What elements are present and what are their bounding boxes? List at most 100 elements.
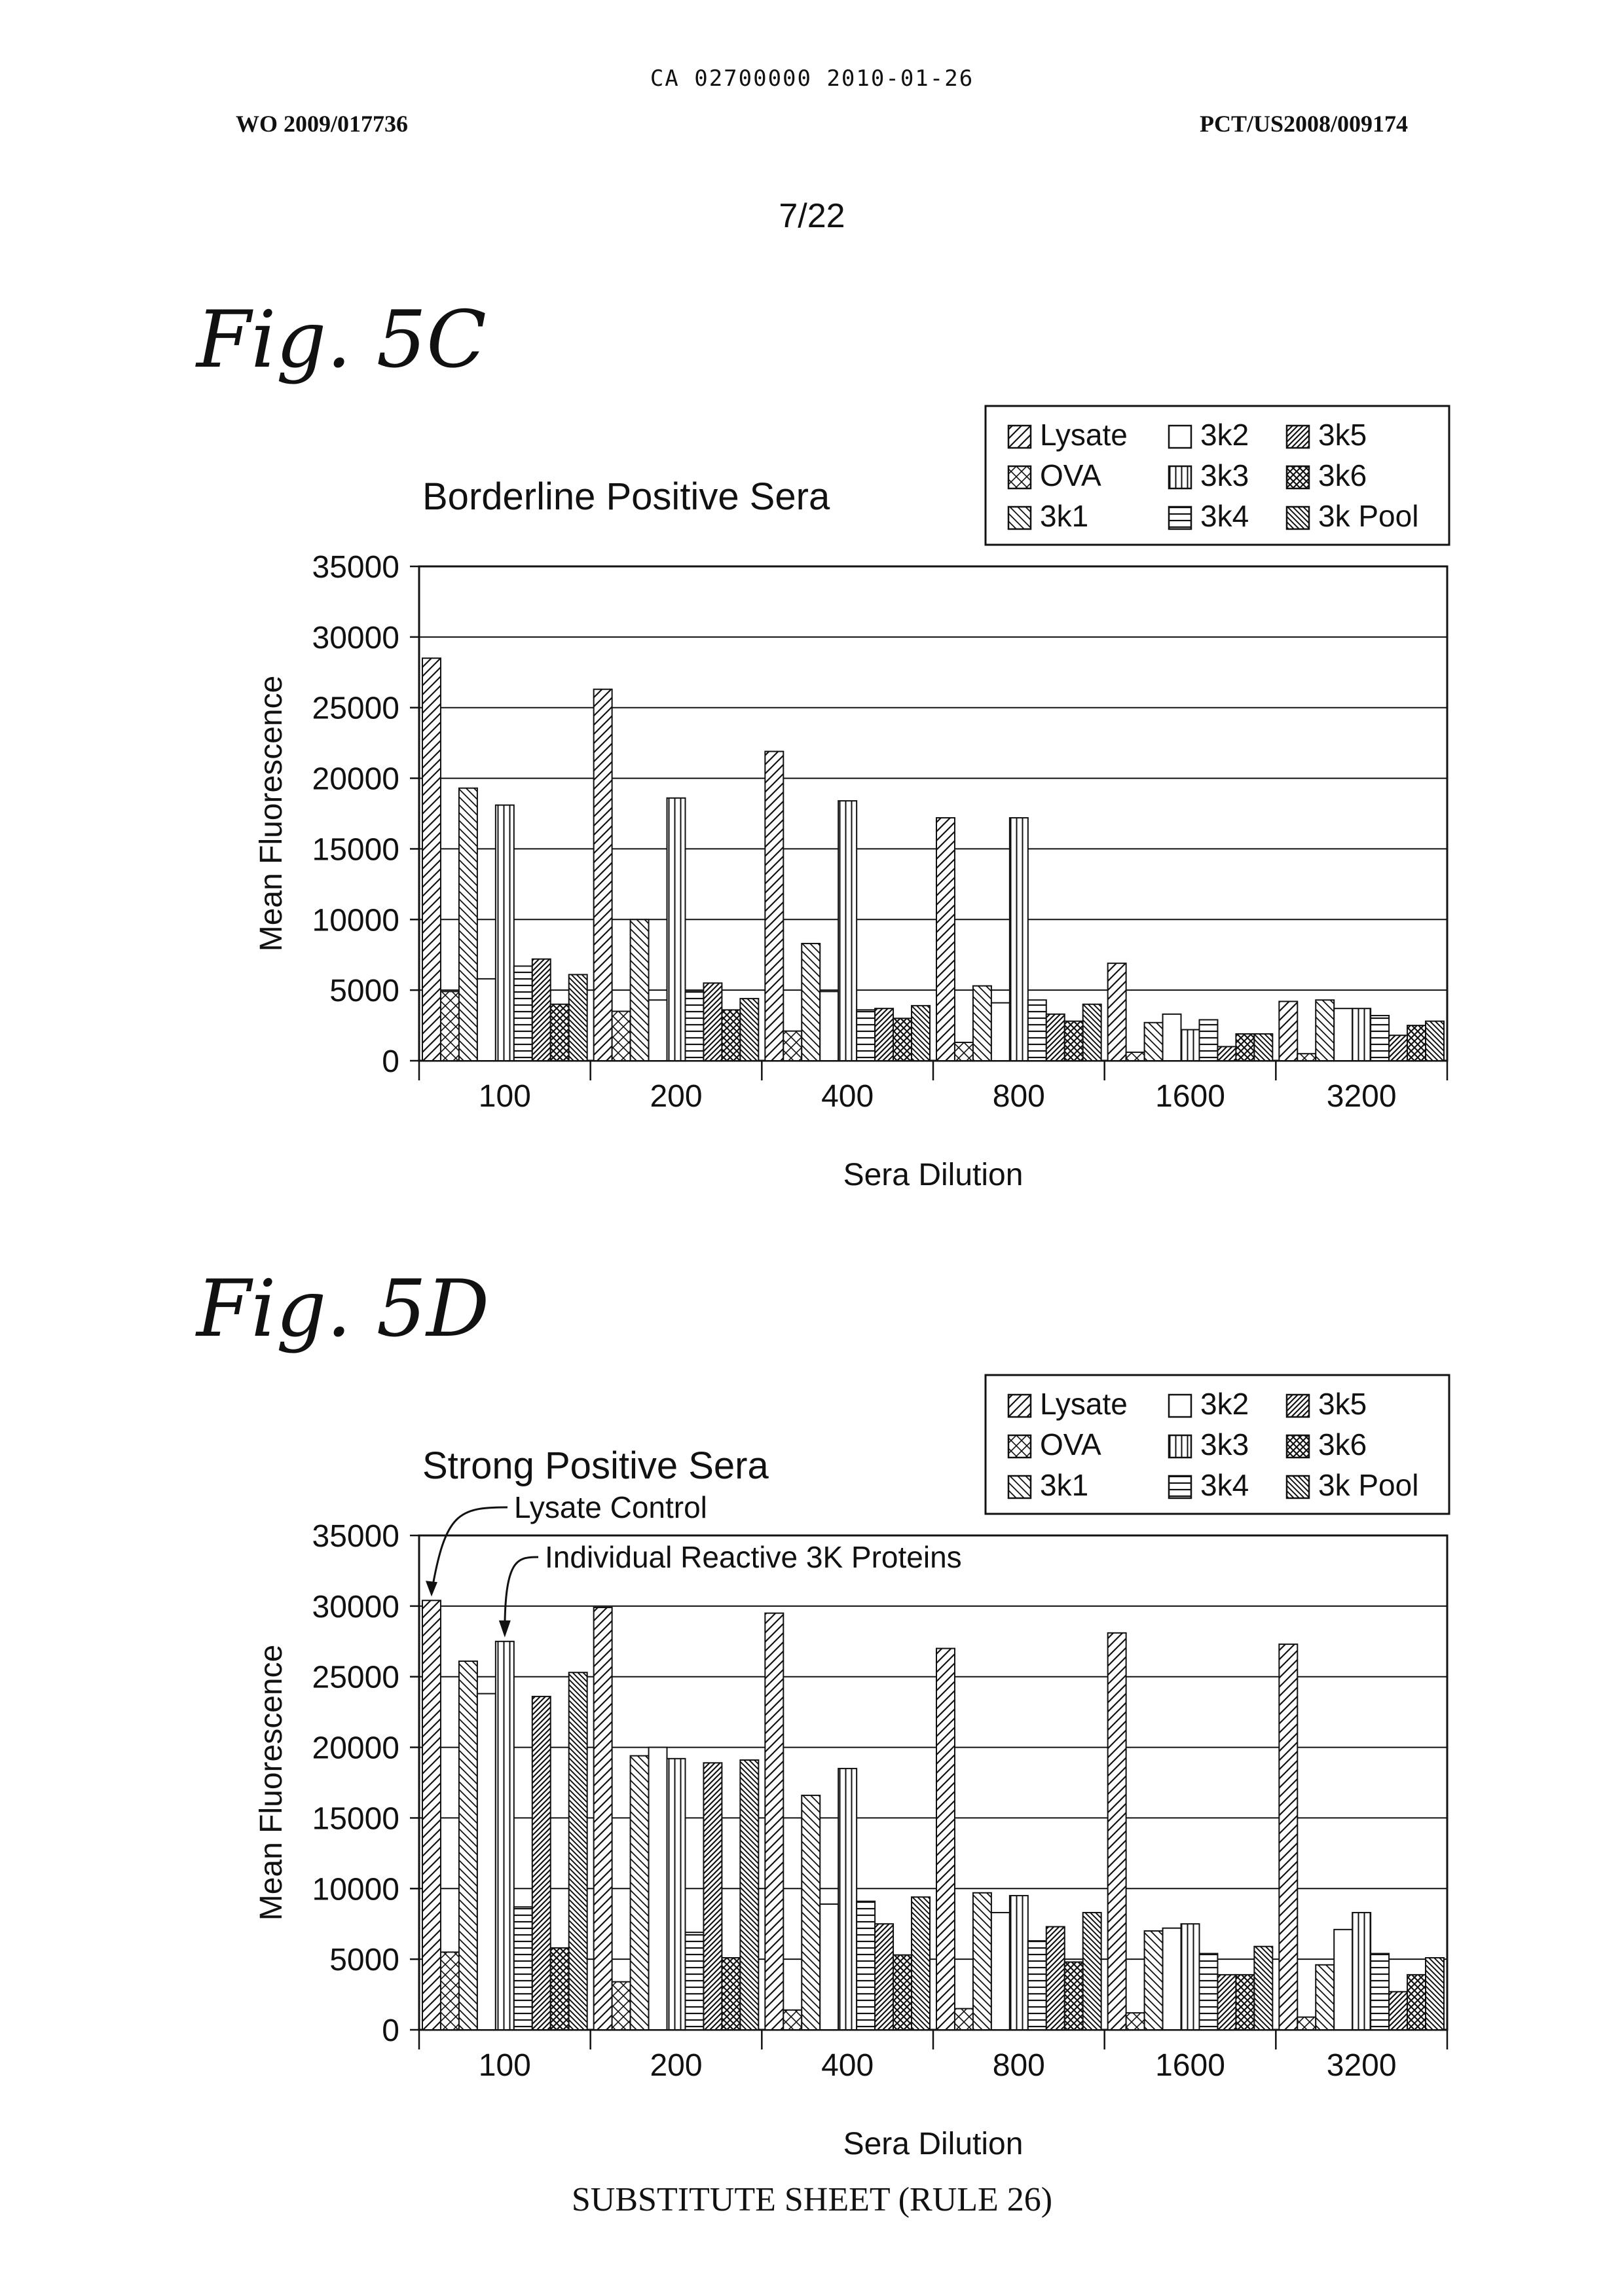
bar-3k6-3200 <box>1407 1975 1426 2030</box>
bar-lysate-800 <box>936 1649 955 2030</box>
bar-3k1-400 <box>802 944 820 1061</box>
legend-label-lysate: Lysate <box>1040 1387 1128 1421</box>
bar-lysate-1600 <box>1108 963 1126 1061</box>
pct-application-number: PCT/US2008/009174 <box>1200 110 1408 138</box>
bar-3k6-1600 <box>1236 1034 1254 1061</box>
bar-3k-pool-200 <box>740 999 758 1061</box>
chart-title: Strong Positive Sera <box>422 1444 769 1487</box>
bar-3k2-800 <box>991 1913 1010 2030</box>
y-tick-label-0: 0 <box>382 1044 399 1079</box>
y-tick-label-35000: 35000 <box>312 1519 399 1554</box>
bar-3k1-3200 <box>1316 1965 1334 2030</box>
bar-3k1-800 <box>973 1893 991 2030</box>
bar-3k4-3200 <box>1371 1954 1389 2030</box>
lysate-control-arrowhead <box>426 1581 437 1596</box>
bar-3k3-1600 <box>1181 1924 1200 2030</box>
bar-3k3-100 <box>496 805 514 1061</box>
legend-label-ova: OVA <box>1040 458 1101 492</box>
y-axis-label: Mean Fluorescence <box>254 676 289 952</box>
legend-swatch-3k1 <box>1008 1476 1031 1498</box>
bar-3k3-3200 <box>1352 1913 1371 2030</box>
bar-3k-pool-100 <box>569 1672 587 2030</box>
bar-3k-pool-800 <box>1083 1004 1101 1061</box>
bar-ova-200 <box>612 1982 631 2030</box>
legend-swatch-3k6 <box>1287 466 1309 488</box>
bar-3k2-400 <box>820 991 838 1061</box>
bar-3k1-100 <box>459 788 477 1061</box>
bar-3k1-200 <box>631 919 649 1061</box>
reactive-proteins-arrowhead <box>499 1621 511 1638</box>
figure-label-5c: Fig. 5C <box>196 295 487 386</box>
bar-3k5-1600 <box>1217 1975 1236 2030</box>
legend-swatch-lysate <box>1008 426 1031 448</box>
bar-3k4-100 <box>514 966 532 1061</box>
x-tick-label-800: 800 <box>993 1079 1045 1114</box>
bar-3k1-100 <box>459 1661 477 2030</box>
y-tick-label-5000: 5000 <box>329 974 399 1008</box>
y-tick-label-5000: 5000 <box>329 1943 399 1977</box>
bar-lysate-800 <box>936 818 955 1061</box>
bar-3k-pool-3200 <box>1426 1958 1444 2030</box>
x-tick-label-100: 100 <box>479 2048 531 2083</box>
bar-3k1-3200 <box>1316 1000 1334 1061</box>
bar-3k4-800 <box>1028 1000 1046 1061</box>
bar-3k1-800 <box>973 986 991 1061</box>
bar-3k3-400 <box>838 1769 857 2030</box>
legend-swatch-ova <box>1008 1435 1031 1458</box>
bar-lysate-100 <box>422 1600 441 2030</box>
bar-ova-800 <box>955 1042 973 1061</box>
document-id-line: CA 02700000 2010-01-26 <box>0 65 1624 92</box>
bar-3k2-200 <box>649 1748 667 2030</box>
bar-3k1-400 <box>802 1795 820 2030</box>
bar-lysate-200 <box>594 689 612 1061</box>
x-axis-label: Sera Dilution <box>843 2127 1024 2161</box>
bar-3k3-200 <box>667 798 686 1061</box>
bar-3k5-200 <box>703 983 722 1061</box>
bar-3k4-200 <box>685 1932 703 2030</box>
legend-swatch-3k3 <box>1169 466 1191 488</box>
bar-3k6-200 <box>722 1010 740 1061</box>
bar-3k5-100 <box>532 959 551 1061</box>
bar-3k-pool-100 <box>569 974 587 1061</box>
bar-ova-100 <box>441 991 459 1061</box>
legend-swatch-ova <box>1008 466 1031 488</box>
bar-ova-400 <box>783 1031 802 1061</box>
x-tick-label-1600: 1600 <box>1155 1079 1225 1114</box>
bar-3k2-800 <box>991 1003 1010 1061</box>
bar-3k5-3200 <box>1389 1992 1407 2030</box>
legend-swatch-3k1 <box>1008 507 1031 529</box>
y-tick-label-10000: 10000 <box>312 903 399 938</box>
wo-publication-number: WO 2009/017736 <box>236 110 408 138</box>
bar-3k3-100 <box>496 1642 514 2030</box>
y-tick-label-25000: 25000 <box>312 1661 399 1695</box>
bar-3k5-200 <box>703 1763 722 2030</box>
bar-3k3-800 <box>1010 818 1028 1061</box>
bar-3k5-3200 <box>1389 1035 1407 1061</box>
bar-3k5-400 <box>875 1924 893 2030</box>
bar-3k4-3200 <box>1371 1016 1389 1061</box>
legend-swatch-3k4 <box>1169 507 1191 529</box>
legend-label-lysate: Lysate <box>1040 418 1128 452</box>
legend-label-3k5: 3k5 <box>1318 1387 1367 1421</box>
y-tick-label-30000: 30000 <box>312 1590 399 1625</box>
bar-3k5-800 <box>1046 1014 1065 1061</box>
footer-substitute-sheet: SUBSTITUTE SHEET (RULE 26) <box>0 2180 1624 2219</box>
bar-3k6-400 <box>893 1955 912 2030</box>
bar-lysate-100 <box>422 658 441 1061</box>
legend-label-3k2: 3k2 <box>1200 418 1249 452</box>
bar-lysate-400 <box>765 1613 783 2030</box>
bar-3k4-1600 <box>1199 1019 1217 1061</box>
y-tick-label-20000: 20000 <box>312 1731 399 1766</box>
bar-3k2-3200 <box>1334 1008 1352 1061</box>
legend-label-3k1: 3k1 <box>1040 499 1088 533</box>
bar-3k3-400 <box>838 801 857 1061</box>
y-tick-label-30000: 30000 <box>312 621 399 655</box>
x-tick-label-200: 200 <box>650 1079 702 1114</box>
bar-3k3-800 <box>1010 1896 1028 2030</box>
chart-fig-5d: Strong Positive SeraLysateOVA3k13k23k33k… <box>0 1362 1624 2180</box>
bar-ova-1600 <box>1126 2013 1145 2030</box>
bar-ova-100 <box>441 1952 459 2030</box>
bar-3k6-100 <box>551 1004 569 1061</box>
bar-3k-pool-1600 <box>1254 1947 1272 2030</box>
bar-3k6-800 <box>1065 1021 1083 1061</box>
